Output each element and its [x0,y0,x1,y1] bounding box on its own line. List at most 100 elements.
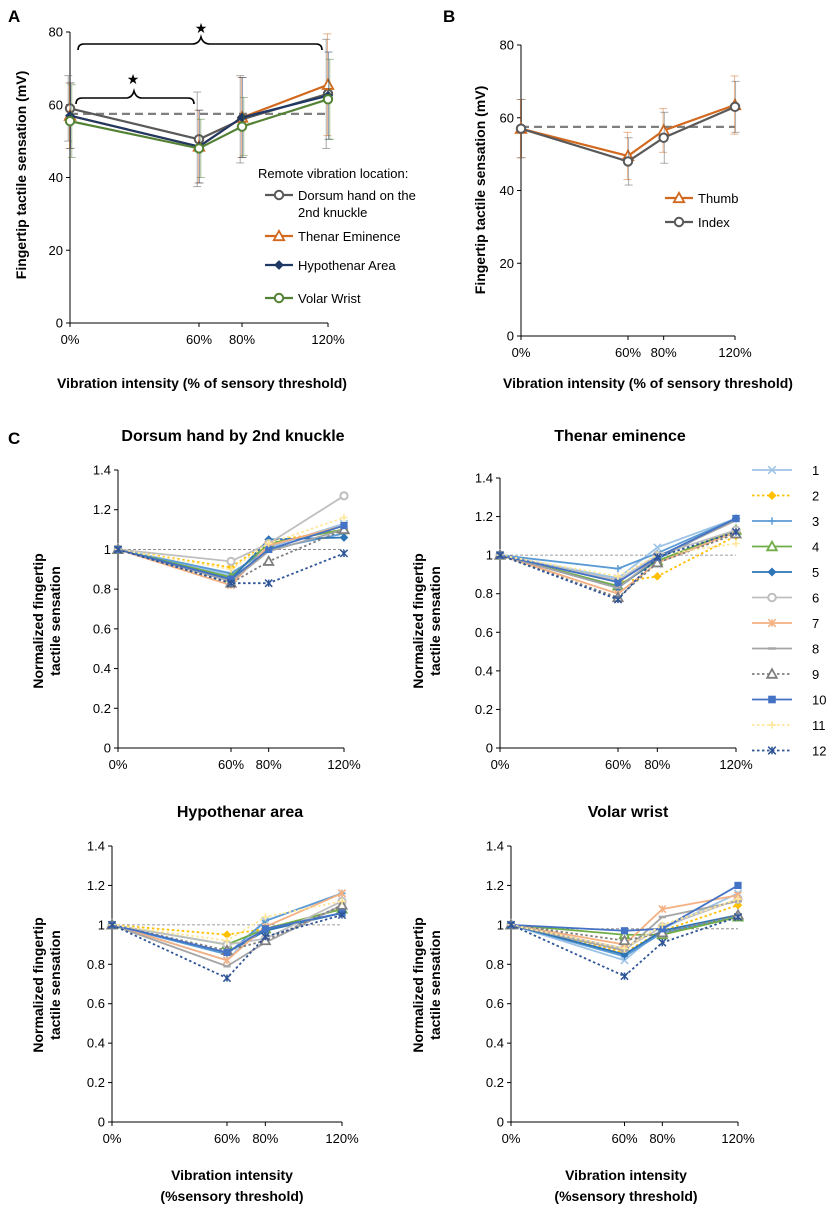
c3-ytick-label: 0.6 [87,996,105,1011]
c2-ytick-label: 0 [486,741,493,756]
c-legend-7-swatch-marker [767,618,777,628]
c1-series-12-point [113,545,123,554]
c1-xtick-label: 80% [256,757,282,772]
c1-series-11-line [117,516,345,571]
c2-series-3-line [499,517,737,570]
c-legend-5-label: 5 [812,565,819,580]
c-legend-10-swatch-marker [768,695,776,704]
c1-ytick-label: 0.4 [93,661,111,676]
c-legend-6-swatch-marker [767,592,777,603]
b-series-thumb-line [520,103,736,158]
c-legend-3-label: 3 [812,514,819,529]
c4-series-5-line [510,914,739,956]
c-legend-1-label: 1 [812,463,819,478]
b-xtick-label: 120% [718,345,752,360]
c3-series-12-point [261,932,270,941]
b-ytick-label: 0 [507,329,514,344]
panel-a-brace-top [77,34,323,51]
c1-ytick-label: 1.4 [93,463,111,478]
c1-series-12-point [226,579,236,588]
c-legend-6-label: 6 [812,591,819,606]
c1-xtick-label: 0% [109,757,128,772]
c4-xtick-label: 0% [502,1131,521,1146]
c-legend-11-swatch-marker [768,721,776,729]
a-ytick-label: 40 [49,170,63,185]
c4-series-9-line [510,914,739,942]
c1-series-12-point [264,579,273,588]
a-legend-0-label: Dorsum hand on the [298,188,416,203]
c3-ytick-label: 1 [98,917,105,932]
c-legend-3-swatch-marker [768,517,776,525]
c-legend-2-swatch-marker [767,490,777,501]
c-legend-8-label: 8 [812,642,819,657]
c4-series-10-point [734,881,742,890]
c4-ytick-label: 0.4 [486,1036,504,1051]
panel-c3-xlabel-line2: (%sensory threshold) [160,1188,303,1204]
c3-series-12-point [337,910,347,920]
c1-ytick-label: 1.2 [93,502,111,517]
c3-series-7-point [222,956,232,965]
a-legend-0-swatch-marker [273,189,285,201]
c4-series-11-point [658,921,666,929]
panel-c-letter: C [8,429,20,448]
c2-chart-title: Thenar eminence [554,428,686,445]
a-legend-2-label: Hypothenar Area [298,258,396,273]
b-series-index-point [658,132,669,143]
c4-series-10-line [510,884,739,932]
c4-series-12-point [658,938,667,947]
c3-series-12-point [222,973,232,983]
c4-series-10-point [620,927,629,935]
c4-series-1-point [620,956,629,965]
panel-c1-ylabel-line2: tactile sensation [47,566,63,676]
c1-series-6-line [117,495,345,563]
c2-series-9-point [651,556,664,568]
c2-series-11-line [499,542,737,578]
b-xtick-label: 0% [512,345,531,360]
c4-ytick-label: 0 [497,1115,504,1130]
c4-series-11-point [734,895,742,903]
c3-xtick-label: 120% [325,1131,359,1146]
a-legend-1-label: Thenar Eminence [298,229,401,244]
c3-chart-title: Hypothenar area [177,804,303,821]
c2-series-1-line [499,517,737,580]
a-xtick-label: 80% [229,332,255,347]
c3-series-7-point [337,889,347,898]
c3-ytick-label: 0.2 [87,1075,105,1090]
a-legend-3-swatch-marker [273,292,285,304]
c3-series-10-line [111,912,343,954]
c2-xtick-label: 120% [719,757,753,772]
c1-series-12-point [339,549,349,558]
panel-a-star-top: ★ [195,20,208,36]
c3-xtick-label: 80% [252,1131,278,1146]
a-series-volar-wrist-point [322,94,334,105]
c-legend-2-label: 2 [812,489,819,504]
c4-xtick-label: 120% [721,1131,755,1146]
c2-series-9-line [499,533,737,599]
c4-series-8-line [510,900,739,952]
c3-series-3-line [111,892,343,956]
c2-ytick-label: 0.2 [475,702,493,717]
c4-series-7-line [510,894,739,946]
c3-series-12-point [107,920,117,929]
b-series-index-point [622,156,634,167]
c1-series-9-point [262,554,275,566]
c4-xtick-label: 60% [611,1131,637,1146]
c2-series-1-point [653,543,662,552]
c3-xtick-label: 0% [103,1131,122,1146]
c2-series-6-line [499,529,737,582]
a-xtick-label: 0% [61,332,80,347]
c2-xtick-label: 80% [644,757,670,772]
c4-series-5-point [620,950,629,959]
c3-series-11-line [111,900,343,942]
a-ytick-label: 80 [49,25,63,40]
c4-ytick-label: 0.8 [486,957,504,972]
b-ytick-label: 20 [500,256,514,271]
c1-xtick-label: 60% [218,757,244,772]
c1-xtick-label: 120% [327,757,361,772]
c2-series-10-line [499,517,737,584]
c-legend-9-swatch-marker [765,667,779,679]
b-ytick-label: 40 [500,183,514,198]
c1-chart-title: Dorsum hand by 2nd knuckle [121,428,344,445]
a-xtick-label: 60% [186,332,212,347]
c1-ytick-label: 0.2 [93,701,111,716]
